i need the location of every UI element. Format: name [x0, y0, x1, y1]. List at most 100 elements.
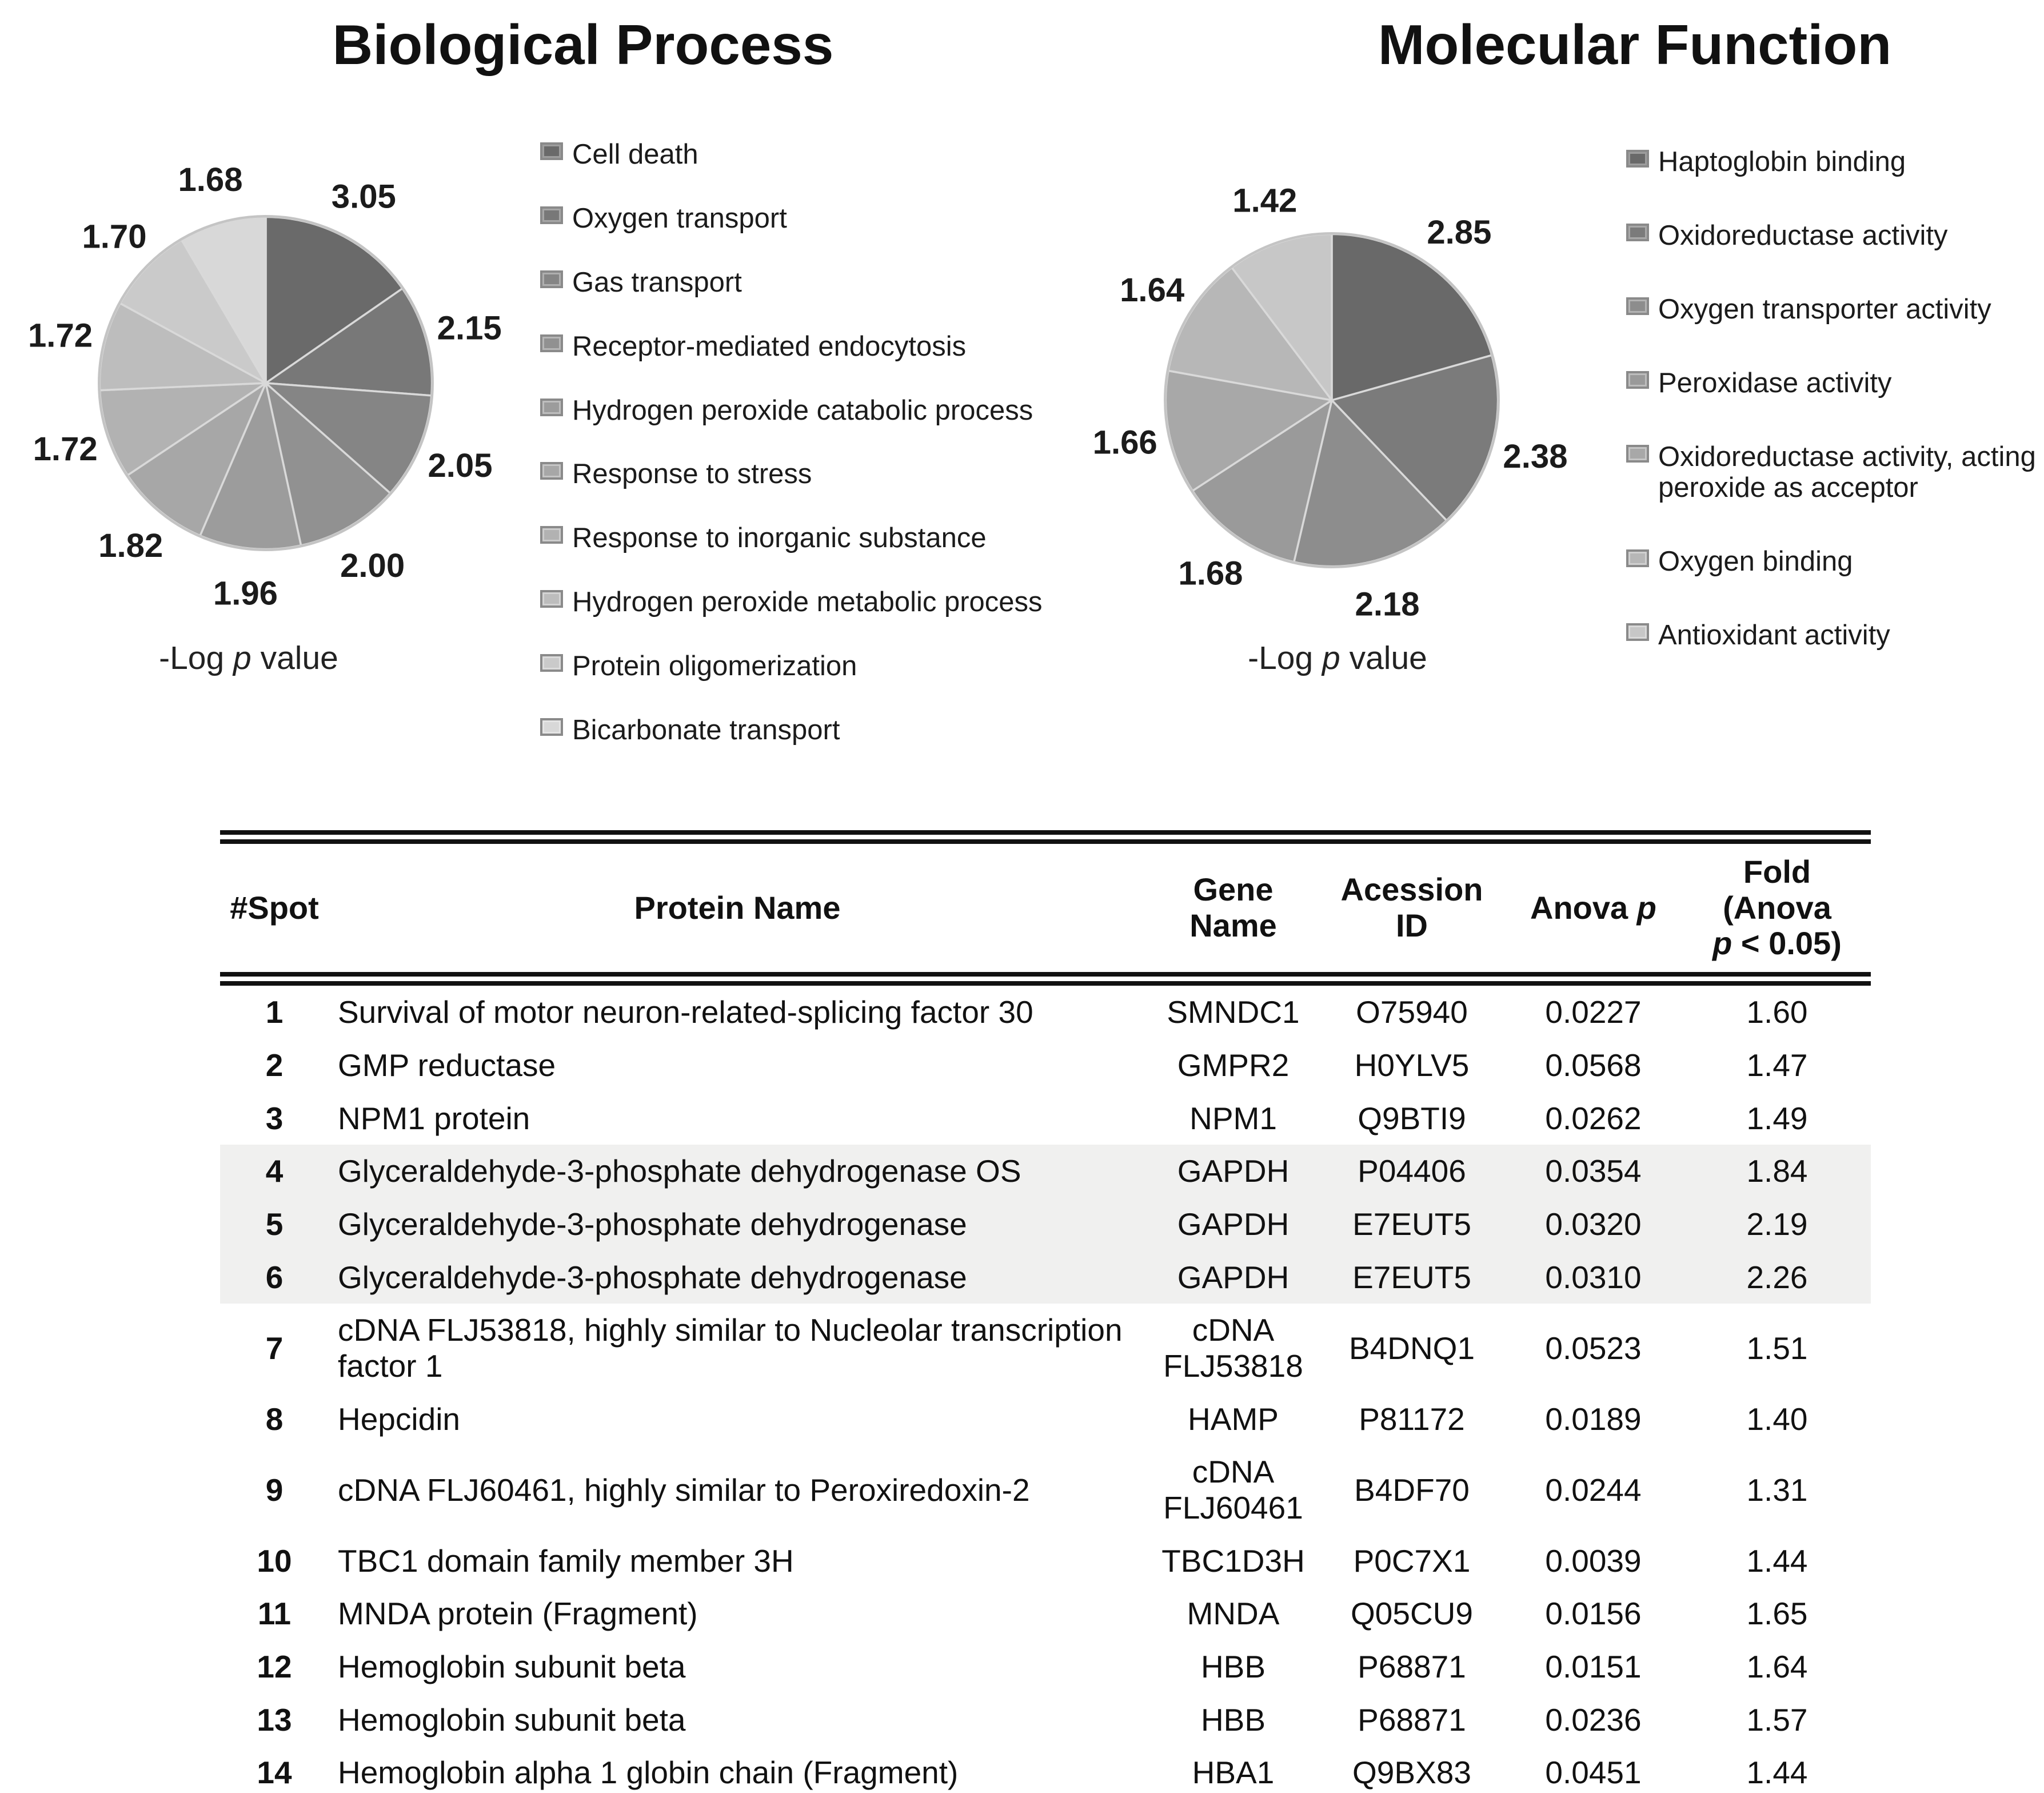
cell-accession-id: H0YLV5 [1354, 1047, 1470, 1083]
pie-value-label: 1.82 [98, 527, 163, 564]
cell-spot: 10 [257, 1543, 292, 1579]
cell-spot: 5 [265, 1206, 284, 1242]
table-row: 14 Hemoglobin alpha 1 globin chain (Fragm… [220, 1746, 1871, 1793]
legend-color-swatch-icon [540, 718, 563, 736]
cell-protein-name: cDNA FLJ60461, highly similar to Peroxir… [338, 1472, 1030, 1508]
cell-accession-id: Q05CU9 [1351, 1596, 1473, 1632]
cell-spot: 7 [265, 1330, 284, 1366]
table-row: 4 Glyceraldehyde-3-phosphate dehydrogenas… [220, 1145, 1871, 1198]
cell-protein-name: Glyceraldehyde-3-phosphate dehydrogenase [338, 1206, 967, 1242]
cell-spot: 12 [257, 1649, 292, 1685]
pie-value-label: 1.66 [1093, 424, 1157, 461]
table-row: 6 Glyceraldehyde-3-phosphate dehydrogenas… [220, 1250, 1871, 1304]
cell-anova-p: 0.0227 [1545, 994, 1642, 1030]
legend-item-label: Response to stress [572, 459, 812, 490]
pie-value-label: 1.72 [28, 317, 93, 354]
cell-accession-id: B4DNQ1 [1348, 1330, 1475, 1366]
legend-color-swatch-icon [1626, 549, 1649, 568]
pie-value-label: 3.05 [332, 178, 396, 215]
pie-value-label: 1.68 [178, 161, 242, 198]
cell-spot: 14 [220, 1746, 329, 1793]
cell-protein-name: cDNA FLJ53818, highly similar to Nucleol… [338, 1312, 1123, 1384]
cell-fold: 2.19 [1746, 1206, 1808, 1242]
table-row: 3 NPM1 protein NPM1 Q9BTI9 0.0262 1.49 [220, 1092, 1871, 1145]
molecular-function-pie-chart: 2.85 2.38 2.18 1.68 1.66 1.64 1.42 [1093, 182, 1568, 623]
legend-color-swatch-icon [1626, 370, 1649, 389]
cell-anova-p: 0.0354 [1545, 1153, 1642, 1189]
legend-item: Antioxidant activity [1626, 620, 2044, 651]
cell-anova-p: 0.0189 [1545, 1401, 1642, 1437]
pie-value-label: 1.70 [82, 218, 146, 255]
header-protein-name: Protein Name [329, 830, 1146, 986]
cell-gene-name: HBB [1200, 1702, 1266, 1738]
cell-fold: 1.84 [1746, 1153, 1808, 1189]
cell-anova-p: 0.0320 [1545, 1206, 1642, 1242]
legend-item-label: Response to inorganic substance [572, 523, 987, 554]
legend-item: Response to inorganic substance [540, 523, 1066, 554]
cell-anova-p: 0.0523 [1545, 1330, 1642, 1366]
cell-fold: 2.26 [1746, 1259, 1808, 1295]
legend-item-label: Cell death [572, 139, 698, 170]
pie-value-label: 2.00 [340, 547, 405, 584]
cell-protein-name: Glyceraldehyde-3-phosphate dehydrogenase… [338, 1153, 1021, 1189]
cell-gene-name: HAMP [1188, 1401, 1279, 1437]
legend-item: Cell death [540, 139, 1066, 170]
cell-fold: 1.64 [1746, 1649, 1808, 1685]
legend-item-label: Oxygen transport [572, 202, 787, 234]
legend-item-label: Antioxidant activity [1658, 620, 1890, 651]
cell-fold: 1.40 [1746, 1401, 1808, 1437]
legend-color-swatch-icon [540, 142, 563, 160]
cell-spot: 8 [265, 1401, 284, 1437]
cell-accession-id: Q9BTI9 [1358, 1100, 1466, 1136]
cell-fold: 1.51 [1746, 1330, 1808, 1366]
protein-table-header: #Spot Protein Name Gene Name Acession ID Anova… [220, 830, 1871, 986]
protein-table-section: #Spot Protein Name Gene Name Acession ID Anova… [220, 830, 1871, 1793]
cell-anova-p: 0.0568 [1545, 1047, 1642, 1083]
cell-fold: 1.57 [1746, 1702, 1808, 1738]
cell-gene-name: HBA1 [1146, 1746, 1320, 1793]
pie-value-label: 2.18 [1355, 585, 1420, 623]
cell-spot: 11 [257, 1596, 292, 1632]
table-row: 2 GMP reductase GMPR2 H0YLV5 0.0568 1.47 [220, 1039, 1871, 1092]
cell-gene-name: GAPDH [1177, 1153, 1290, 1189]
cell-anova-p: 0.0451 [1503, 1746, 1683, 1793]
pie-outline [98, 215, 434, 551]
legend-color-swatch-icon [540, 462, 563, 480]
molecular-function-axis-caption: -Log p value [1248, 640, 1427, 676]
legend-item-label: Oxygen binding [1658, 546, 1853, 577]
legend-color-swatch-icon [540, 270, 563, 288]
cell-anova-p: 0.0236 [1545, 1702, 1642, 1738]
biological-process-title: Biological Process [332, 13, 834, 76]
legend-item: Protein oligomerization [540, 651, 1066, 682]
legend-color-swatch-icon [1626, 223, 1649, 241]
cell-accession-id: P68871 [1358, 1649, 1466, 1685]
cell-gene-name: HBB [1200, 1649, 1266, 1685]
table-row: 5 Glyceraldehyde-3-phosphate dehydrogenas… [220, 1197, 1871, 1251]
legend-item: Bicarbonate transport [540, 715, 1066, 746]
cell-accession-id: E7EUT5 [1352, 1206, 1471, 1242]
legend-color-swatch-icon [540, 654, 563, 672]
legend-item-label: Oxidoreductase activity, acting on perox… [1658, 441, 2044, 504]
cell-protein-name: NPM1 protein [338, 1100, 530, 1136]
legend-item: Oxidoreductase activity [1626, 220, 2044, 252]
molecular-function-legend: Haptoglobin binding Oxidoreductase activi… [1626, 146, 2044, 651]
legend-color-swatch-icon [1626, 150, 1649, 168]
cell-gene-name: TBC1D3H [1161, 1543, 1305, 1579]
cell-fold: 1.47 [1746, 1047, 1808, 1083]
cell-gene-name: GMPR2 [1177, 1047, 1290, 1083]
cell-anova-p: 0.0310 [1545, 1259, 1642, 1295]
cell-spot: 3 [265, 1100, 284, 1136]
cell-spot: 2 [265, 1047, 284, 1083]
cell-gene-name: cDNA FLJ53818 [1163, 1312, 1303, 1384]
table-row: 1 Survival of motor neuron-related-splici… [220, 979, 1871, 1039]
cell-gene-name: GAPDH [1177, 1206, 1290, 1242]
cell-gene-name: cDNA FLJ60461 [1163, 1454, 1303, 1526]
legend-item-label: Receptor-mediated endocytosis [572, 330, 967, 362]
legend-item: Oxygen transport [540, 203, 1066, 234]
legend-color-swatch-icon [1626, 297, 1649, 315]
legend-item: Peroxidase activity [1626, 368, 2044, 399]
legend-color-swatch-icon [540, 206, 563, 224]
legend-item: Haptoglobin binding [1626, 146, 2044, 178]
legend-color-swatch-icon [540, 334, 563, 352]
